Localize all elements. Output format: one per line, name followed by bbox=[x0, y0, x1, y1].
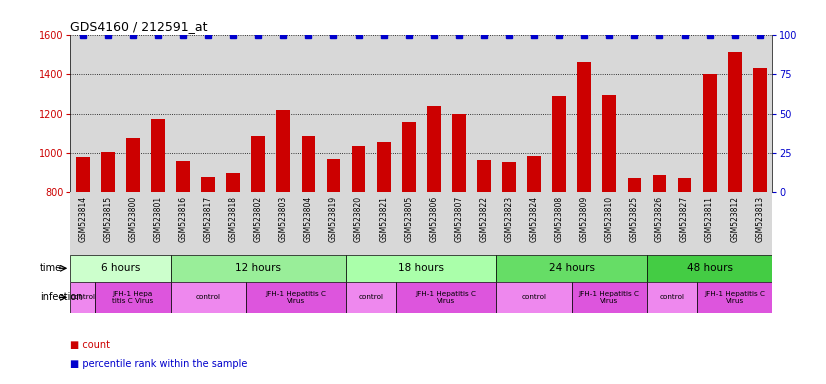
Bar bbox=[76, 157, 90, 192]
Text: GSM523801: GSM523801 bbox=[154, 195, 163, 242]
Text: GSM523802: GSM523802 bbox=[254, 195, 263, 242]
Bar bbox=[602, 95, 616, 192]
Text: GSM523810: GSM523810 bbox=[605, 195, 614, 242]
Text: GSM523816: GSM523816 bbox=[178, 195, 188, 242]
Bar bbox=[277, 109, 290, 192]
Text: JFH-1 Hepa
titis C Virus: JFH-1 Hepa titis C Virus bbox=[112, 291, 154, 304]
Text: 12 hours: 12 hours bbox=[235, 263, 282, 273]
Bar bbox=[452, 114, 466, 192]
Bar bbox=[377, 142, 391, 192]
Text: 18 hours: 18 hours bbox=[398, 263, 444, 273]
Text: control: control bbox=[659, 295, 685, 300]
Text: GSM523804: GSM523804 bbox=[304, 195, 313, 242]
Bar bbox=[703, 74, 716, 192]
Bar bbox=[677, 178, 691, 192]
Bar bbox=[326, 159, 340, 192]
Text: GSM523818: GSM523818 bbox=[229, 195, 238, 242]
Text: GSM523827: GSM523827 bbox=[680, 195, 689, 242]
Text: JFH-1 Hepatitis C
Virus: JFH-1 Hepatitis C Virus bbox=[705, 291, 765, 304]
Bar bbox=[346, 282, 396, 313]
Bar bbox=[170, 282, 246, 313]
Text: GSM523811: GSM523811 bbox=[705, 195, 714, 242]
Bar bbox=[170, 255, 346, 282]
Text: GSM523822: GSM523822 bbox=[479, 195, 488, 242]
Text: time: time bbox=[40, 263, 62, 273]
Text: GSM523808: GSM523808 bbox=[555, 195, 563, 242]
Bar bbox=[647, 255, 772, 282]
Text: infection: infection bbox=[40, 292, 83, 302]
Text: GSM523809: GSM523809 bbox=[580, 195, 589, 242]
Bar bbox=[527, 156, 541, 192]
Text: 24 hours: 24 hours bbox=[548, 263, 595, 273]
Bar bbox=[95, 282, 170, 313]
Text: GSM523800: GSM523800 bbox=[128, 195, 137, 242]
Text: 48 hours: 48 hours bbox=[686, 263, 733, 273]
Bar bbox=[496, 282, 572, 313]
Bar bbox=[226, 173, 240, 192]
Text: GSM523819: GSM523819 bbox=[329, 195, 338, 242]
Bar bbox=[572, 282, 647, 313]
Bar bbox=[352, 146, 365, 192]
Bar bbox=[628, 178, 641, 192]
Bar bbox=[647, 282, 697, 313]
Bar bbox=[346, 255, 496, 282]
Bar bbox=[502, 162, 516, 192]
Text: GSM523820: GSM523820 bbox=[354, 195, 363, 242]
Bar bbox=[246, 282, 346, 313]
Bar bbox=[752, 68, 767, 192]
Text: control: control bbox=[196, 295, 221, 300]
Bar bbox=[70, 282, 95, 313]
Text: GSM523826: GSM523826 bbox=[655, 195, 664, 242]
Text: GSM523817: GSM523817 bbox=[204, 195, 212, 242]
Bar bbox=[396, 282, 496, 313]
Text: GSM523805: GSM523805 bbox=[404, 195, 413, 242]
Text: GSM523814: GSM523814 bbox=[78, 195, 88, 242]
Bar bbox=[653, 175, 667, 192]
Bar bbox=[427, 106, 441, 192]
Bar bbox=[151, 119, 165, 192]
Bar bbox=[577, 62, 591, 192]
Bar bbox=[401, 122, 415, 192]
Text: JFH-1 Hepatitis C
Virus: JFH-1 Hepatitis C Virus bbox=[265, 291, 326, 304]
Text: JFH-1 Hepatitis C
Virus: JFH-1 Hepatitis C Virus bbox=[579, 291, 640, 304]
Text: GSM523821: GSM523821 bbox=[379, 195, 388, 242]
Bar bbox=[176, 161, 190, 192]
Text: GDS4160 / 212591_at: GDS4160 / 212591_at bbox=[70, 20, 207, 33]
Text: GSM523812: GSM523812 bbox=[730, 195, 739, 242]
Bar bbox=[202, 177, 215, 192]
Text: ■ percentile rank within the sample: ■ percentile rank within the sample bbox=[70, 359, 248, 369]
Text: ■ count: ■ count bbox=[70, 339, 110, 349]
Text: GSM523806: GSM523806 bbox=[430, 195, 439, 242]
Text: control: control bbox=[358, 295, 383, 300]
Text: 6 hours: 6 hours bbox=[101, 263, 140, 273]
Bar bbox=[251, 136, 265, 192]
Bar bbox=[126, 138, 140, 192]
Text: GSM523823: GSM523823 bbox=[505, 195, 514, 242]
Text: GSM523825: GSM523825 bbox=[630, 195, 638, 242]
Bar bbox=[553, 96, 566, 192]
Text: GSM523803: GSM523803 bbox=[279, 195, 287, 242]
Text: control: control bbox=[521, 295, 547, 300]
Text: GSM523813: GSM523813 bbox=[755, 195, 764, 242]
Text: control: control bbox=[70, 295, 95, 300]
Bar bbox=[496, 255, 647, 282]
Bar bbox=[728, 52, 742, 192]
Bar bbox=[301, 136, 316, 192]
Bar bbox=[697, 282, 772, 313]
Bar bbox=[70, 255, 170, 282]
Text: GSM523815: GSM523815 bbox=[103, 195, 112, 242]
Text: GSM523824: GSM523824 bbox=[529, 195, 539, 242]
Text: GSM523807: GSM523807 bbox=[454, 195, 463, 242]
Bar bbox=[477, 160, 491, 192]
Text: JFH-1 Hepatitis C
Virus: JFH-1 Hepatitis C Virus bbox=[415, 291, 477, 304]
Bar bbox=[101, 152, 115, 192]
